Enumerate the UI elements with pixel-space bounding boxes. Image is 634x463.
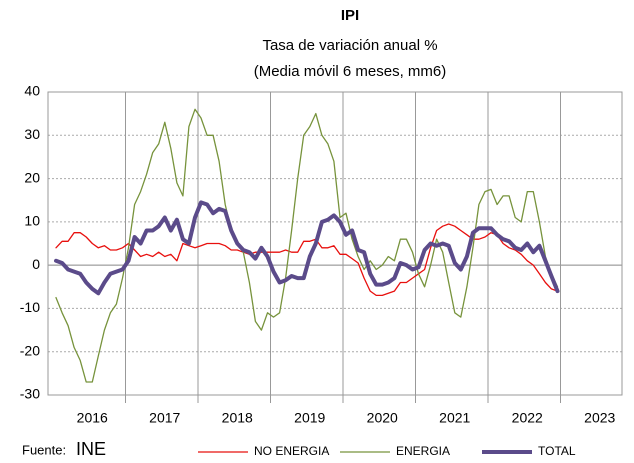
- x-tick-label: 2016: [77, 410, 108, 426]
- chart-subtitle: Tasa de variación anual %: [262, 37, 437, 54]
- x-tick-label: 2019: [294, 410, 325, 426]
- y-tick-label: -10: [20, 299, 40, 315]
- y-tick-label: 20: [24, 169, 40, 185]
- source-label: Fuente:: [22, 442, 66, 457]
- series-line: [55, 108, 559, 383]
- x-tick-label: 2018: [222, 410, 253, 426]
- y-tick-label: -30: [20, 386, 40, 402]
- y-tick-label: 10: [24, 213, 40, 229]
- series-line: [54, 200, 560, 296]
- y-tick-label: 30: [24, 126, 40, 142]
- x-tick-label: 2017: [149, 410, 180, 426]
- legend-label: ENERGIA: [396, 444, 450, 458]
- x-tick-label: 2020: [367, 410, 398, 426]
- plot-frame: [47, 91, 623, 396]
- x-tick-label: 2023: [584, 410, 615, 426]
- y-tick-label: 40: [24, 83, 40, 99]
- x-tick-label: 2022: [512, 410, 543, 426]
- x-tick-label: 2021: [439, 410, 470, 426]
- chart-title: IPI: [341, 7, 359, 24]
- legend-label: TOTAL: [538, 444, 576, 458]
- y-tick-label: 0: [32, 256, 40, 272]
- chart-subtitle: (Media móvil 6 meses, mm6): [254, 63, 447, 80]
- source: INE: [76, 439, 106, 459]
- series-line: [55, 223, 559, 297]
- y-tick-label: -20: [20, 342, 40, 358]
- legend-label: NO ENERGIA: [254, 444, 329, 458]
